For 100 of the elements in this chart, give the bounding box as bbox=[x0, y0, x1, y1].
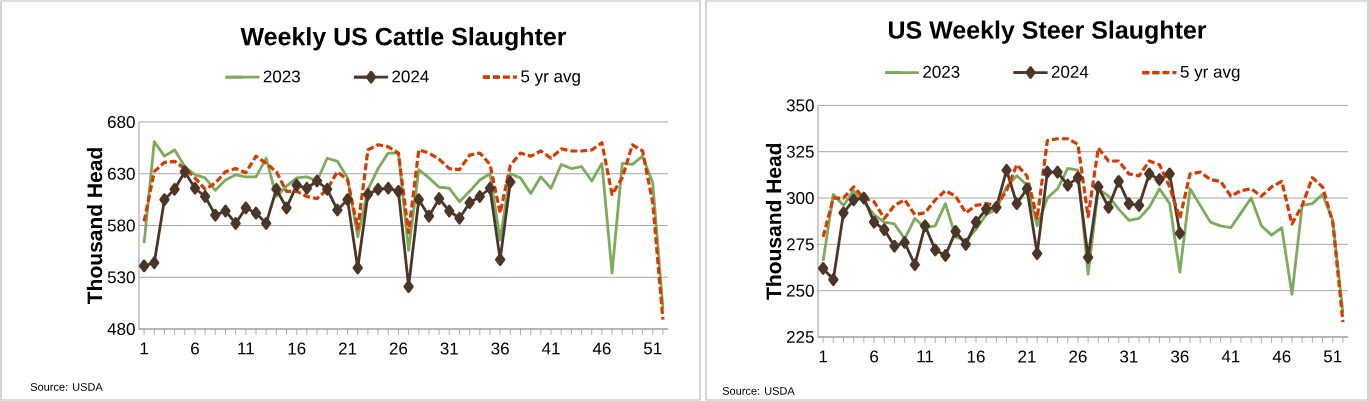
point bbox=[1032, 247, 1043, 261]
legend-label: 5 yr avg bbox=[1180, 65, 1240, 82]
point bbox=[372, 182, 384, 196]
point bbox=[889, 239, 900, 253]
point bbox=[220, 204, 231, 218]
point bbox=[159, 193, 170, 207]
point bbox=[433, 192, 445, 205]
x-tick-label: 31 bbox=[440, 342, 458, 355]
y-tick-label: 630 bbox=[107, 167, 135, 180]
point bbox=[1164, 167, 1175, 181]
point bbox=[970, 215, 982, 229]
legend-label: 2024 bbox=[392, 70, 429, 83]
point bbox=[342, 193, 353, 207]
point bbox=[138, 259, 150, 273]
x-tick-label: 36 bbox=[1171, 350, 1189, 363]
x-tick-label: 36 bbox=[491, 342, 509, 355]
point bbox=[950, 224, 961, 238]
point bbox=[1113, 174, 1124, 188]
source-note: Source: USDA bbox=[30, 383, 103, 391]
point bbox=[393, 184, 404, 198]
point bbox=[179, 165, 190, 179]
point bbox=[250, 206, 262, 220]
x-tick-label: 51 bbox=[643, 342, 662, 355]
point bbox=[899, 236, 910, 249]
point bbox=[848, 193, 859, 207]
legend-label: 2023 bbox=[263, 70, 300, 83]
point bbox=[413, 193, 424, 207]
y-tick-label: 480 bbox=[107, 322, 135, 336]
point bbox=[1103, 200, 1114, 214]
x-tick-label: 6 bbox=[870, 350, 879, 363]
x-tick-label: 1 bbox=[819, 350, 828, 363]
x-tick-label: 51 bbox=[1323, 350, 1342, 363]
y-tick-label: 580 bbox=[107, 219, 135, 232]
y-tick-label: 680 bbox=[107, 115, 135, 129]
point bbox=[149, 256, 160, 270]
point bbox=[868, 215, 880, 229]
point bbox=[261, 217, 272, 230]
point bbox=[817, 262, 829, 275]
point bbox=[1021, 182, 1033, 196]
point bbox=[1082, 250, 1094, 264]
point bbox=[1174, 226, 1185, 240]
point bbox=[1144, 167, 1155, 181]
point bbox=[271, 182, 282, 196]
point bbox=[495, 253, 506, 267]
point bbox=[189, 181, 201, 195]
x-tick-label: 11 bbox=[238, 342, 254, 355]
point bbox=[403, 280, 414, 293]
point bbox=[301, 181, 313, 195]
x-tick-label: 21 bbox=[338, 342, 357, 355]
x-tick-label: 1 bbox=[140, 342, 148, 355]
x-tick-label: 21 bbox=[1018, 350, 1036, 363]
chart-title: US Weekly Steer Slaughter bbox=[888, 20, 1207, 44]
y-tick-label: 350 bbox=[786, 99, 814, 112]
point bbox=[199, 190, 211, 203]
point bbox=[838, 206, 849, 220]
point bbox=[1072, 171, 1084, 185]
point bbox=[169, 182, 180, 196]
legend-label: 2023 bbox=[923, 65, 960, 78]
y-tick-label: 530 bbox=[107, 271, 135, 284]
point bbox=[444, 204, 455, 218]
point bbox=[230, 217, 241, 230]
point bbox=[464, 196, 475, 210]
point bbox=[210, 208, 221, 222]
point bbox=[281, 201, 292, 215]
x-tick-label: 41 bbox=[541, 342, 560, 355]
y-axis-title: Thousand Head bbox=[86, 148, 103, 305]
y-tick-label: 225 bbox=[787, 330, 814, 344]
x-tick-label: 11 bbox=[917, 350, 934, 363]
point bbox=[858, 191, 870, 205]
point bbox=[291, 178, 302, 192]
x-tick-label: 31 bbox=[1120, 350, 1138, 363]
point bbox=[311, 174, 323, 188]
x-tick-label: 6 bbox=[191, 342, 199, 355]
point bbox=[981, 202, 992, 216]
point bbox=[879, 223, 890, 236]
legend-label: 5 yr avg bbox=[521, 70, 580, 86]
y-axis-title: Thousand Head bbox=[765, 143, 782, 300]
point bbox=[909, 258, 920, 272]
y-tick-label: 325 bbox=[786, 145, 814, 158]
point bbox=[454, 211, 465, 225]
point bbox=[930, 243, 941, 257]
point bbox=[940, 249, 951, 262]
x-tick-label: 16 bbox=[967, 350, 985, 363]
y-tick-label: 275 bbox=[787, 238, 814, 251]
x-tick-label: 41 bbox=[1221, 350, 1240, 363]
point bbox=[240, 201, 251, 215]
point bbox=[1093, 180, 1104, 194]
point bbox=[960, 237, 971, 251]
point bbox=[383, 181, 394, 195]
point bbox=[828, 273, 839, 286]
point bbox=[1001, 163, 1012, 177]
point bbox=[352, 261, 363, 275]
point bbox=[362, 188, 374, 201]
x-tick-label: 26 bbox=[389, 342, 408, 355]
point bbox=[474, 190, 485, 203]
point bbox=[1123, 197, 1135, 210]
line-series bbox=[821, 137, 1345, 324]
point bbox=[484, 181, 496, 195]
point bbox=[1154, 173, 1165, 186]
chart-title: Weekly US Cattle Slaughter bbox=[240, 27, 567, 51]
